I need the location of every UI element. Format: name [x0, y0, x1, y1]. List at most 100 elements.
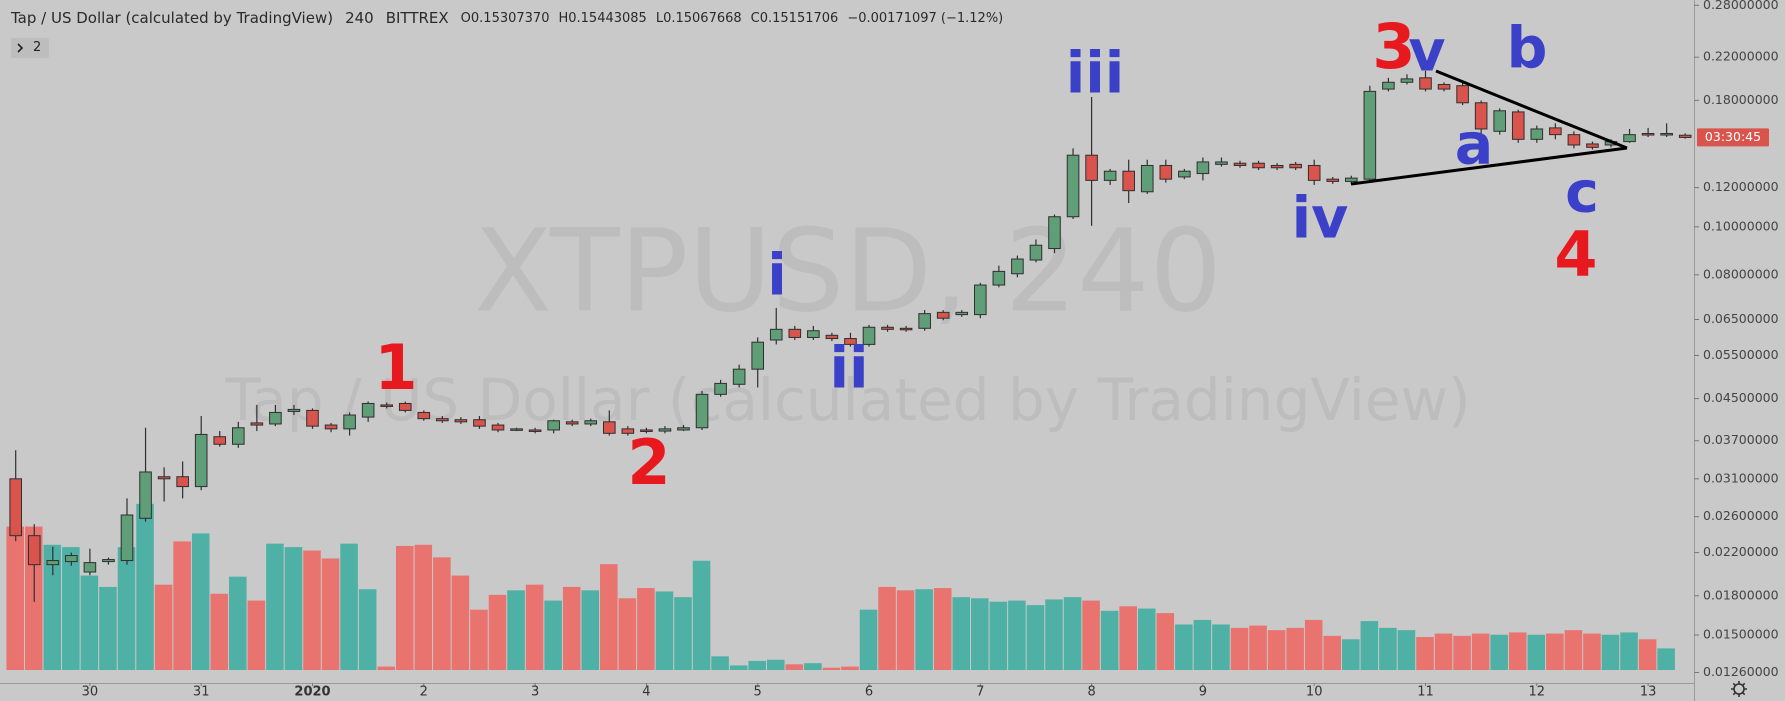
- candle-body: [1215, 161, 1228, 165]
- candle-body: [491, 424, 505, 431]
- settings-icon[interactable]: [1731, 681, 1747, 697]
- interval: 240: [345, 9, 374, 27]
- ohlc-item: C0.15151706: [751, 11, 839, 26]
- symbol-title: Tap / US Dollar (calculated by TradingVi…: [11, 9, 334, 27]
- candle-body: [306, 409, 319, 427]
- x-tick-label: 13: [1640, 685, 1657, 700]
- volume-bar: [859, 609, 878, 670]
- candle-body: [1140, 164, 1154, 193]
- candle-body: [1511, 111, 1525, 140]
- y-tick-label: 0.02200000: [1703, 544, 1779, 559]
- y-tick-label: 0.18000000: [1703, 92, 1779, 107]
- volume-bar: [1490, 634, 1508, 670]
- volume-bar: [1397, 630, 1416, 670]
- candle-body: [287, 408, 301, 412]
- volume-bar: [1323, 635, 1342, 670]
- volume-bar: [1360, 621, 1379, 670]
- candle-body: [547, 420, 560, 431]
- volume-bar: [284, 547, 303, 670]
- volume-bar: [1175, 624, 1193, 670]
- candle-body: [1567, 134, 1581, 146]
- candle-body: [640, 429, 653, 432]
- x-tick-label: 2: [420, 685, 428, 700]
- volume-bar: [377, 666, 395, 670]
- candle-body: [1029, 244, 1043, 261]
- candle-body: [1085, 154, 1098, 181]
- volume-bar: [1193, 619, 1212, 670]
- volume-bar: [229, 576, 247, 670]
- volume-bar: [1620, 632, 1638, 670]
- candle-body: [380, 404, 393, 407]
- candle-body: [510, 428, 523, 431]
- indicator-toggle[interactable]: 2: [11, 38, 49, 58]
- candle-body: [732, 368, 746, 385]
- legend: Tap / US Dollar (calculated by TradingVi…: [11, 9, 1003, 27]
- x-tick-label: 6: [865, 685, 873, 700]
- candle-body: [269, 411, 282, 425]
- volume-bar: [6, 526, 24, 670]
- candle-body: [1252, 162, 1265, 169]
- y-tick-label: 0.08000000: [1703, 266, 1779, 281]
- wave-label: iv: [1292, 186, 1349, 252]
- candle-body: [343, 414, 356, 430]
- watermark-description: Tap / US Dollar (calculated by TradingVi…: [224, 366, 1470, 434]
- candle-body: [1326, 178, 1340, 182]
- y-tick-label: 0.22000000: [1703, 49, 1779, 64]
- candle-body: [1178, 170, 1191, 178]
- volume-bar: [191, 533, 210, 670]
- ohlc-value: 0.15443085: [568, 10, 647, 26]
- wave-label: a: [1455, 112, 1493, 178]
- volume-bar: [562, 586, 581, 670]
- volume-bar: [1304, 619, 1323, 670]
- candle-body: [157, 476, 171, 480]
- candle-body: [232, 427, 245, 445]
- volume-bar: [1416, 636, 1434, 670]
- axes: 0.28000000 0.22000000 0.18000000 0.12000000…: [82, 0, 1779, 700]
- candle-body: [1549, 127, 1562, 136]
- volume-bar: [729, 665, 748, 670]
- candle-body: [46, 560, 60, 566]
- candle-body: [714, 382, 727, 395]
- candle-body: [473, 419, 486, 427]
- y-tick-label: 0.04500000: [1703, 390, 1779, 405]
- candle-body: [936, 311, 950, 319]
- candle-body: [1066, 154, 1080, 218]
- ohlc-item: L0.15067668: [656, 11, 742, 26]
- volume-bar: [1379, 627, 1397, 670]
- price-axis: [1694, 0, 1785, 701]
- y-tick-label: 0.02600000: [1703, 508, 1779, 523]
- volume-bar: [1342, 639, 1360, 670]
- volume-bar: [915, 589, 933, 670]
- y-tick-label: 0.06500000: [1703, 311, 1779, 326]
- volume-bar: [1508, 632, 1527, 670]
- volume-bar: [1546, 633, 1564, 670]
- volume-bar: [1063, 597, 1082, 670]
- volume-bar: [711, 656, 729, 670]
- volume-bar: [414, 544, 433, 670]
- volume-bar: [321, 558, 340, 670]
- candle-body: [1660, 133, 1673, 136]
- candle-body: [528, 429, 542, 432]
- candle-body: [899, 327, 913, 331]
- volume-bar: [1100, 610, 1119, 670]
- y-tick-label: 0.10000000: [1703, 218, 1779, 233]
- volume-bar: [43, 544, 62, 670]
- candle-body: [1437, 83, 1451, 90]
- candle-body: [1122, 170, 1136, 192]
- candle-body: [102, 559, 115, 563]
- x-tick-label: 31: [193, 685, 210, 700]
- x-tick-label: 9: [1199, 685, 1207, 700]
- volume-bar: [544, 600, 562, 670]
- candle-body: [1289, 163, 1302, 169]
- candle-body: [1159, 164, 1173, 180]
- candle-body: [213, 436, 227, 445]
- candle-body: [621, 428, 635, 434]
- candle-body: [695, 393, 709, 429]
- volume-bar: [80, 575, 99, 670]
- ohlc-label: C: [750, 10, 760, 26]
- candle-body: [918, 313, 931, 329]
- candle-body: [361, 402, 375, 418]
- x-tick-label: 10: [1306, 685, 1323, 700]
- y-tick-label: 0.12000000: [1703, 179, 1779, 194]
